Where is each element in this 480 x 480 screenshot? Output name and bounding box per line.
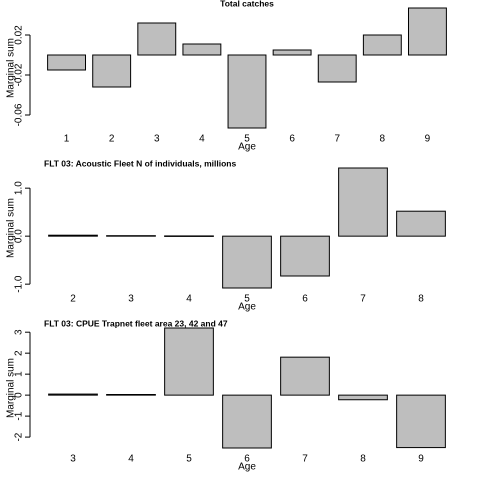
bar <box>280 235 330 277</box>
x-tick-label: 3 <box>154 134 160 145</box>
bar <box>227 54 267 129</box>
x-tick-label: 8 <box>360 454 366 465</box>
bar <box>407 7 447 56</box>
y-tick-label: 0.02 <box>14 25 25 45</box>
x-axis-label: Age <box>238 462 256 473</box>
x-tick-label: 9 <box>418 454 424 465</box>
bar <box>106 394 156 396</box>
x-tick-label: 6 <box>289 134 295 145</box>
bar <box>338 394 388 401</box>
x-tick-label: 7 <box>334 134 340 145</box>
y-axis-label: Marginal sum <box>6 38 17 98</box>
bar <box>338 167 388 237</box>
bar <box>222 394 272 449</box>
y-tick-label: 1 <box>14 371 25 377</box>
x-tick-label: 5 <box>244 134 250 145</box>
y-tick-label: -1 <box>14 411 25 420</box>
x-tick-label: 3 <box>70 454 76 465</box>
y-tick-label: 2 <box>14 350 25 356</box>
bar <box>396 210 446 237</box>
x-axis-label: Age <box>238 142 256 153</box>
bar <box>222 235 272 289</box>
bar <box>48 393 98 396</box>
x-tick-label: 2 <box>70 294 76 305</box>
bar <box>362 34 402 56</box>
y-tick-label: 3 <box>14 329 25 335</box>
x-tick-label: 4 <box>199 134 205 145</box>
bar <box>317 54 357 83</box>
bar <box>164 235 214 237</box>
x-tick-label: 9 <box>425 134 431 145</box>
x-tick-label: 8 <box>380 134 386 145</box>
bar <box>47 54 87 71</box>
x-tick-label: 1 <box>64 134 70 145</box>
x-tick-label: 6 <box>302 294 308 305</box>
chart-title: FLT 03: CPUE Trapnet fleet area 23, 42 a… <box>44 318 228 328</box>
y-axis-label: Marginal sum <box>6 358 17 418</box>
y-axis-label: Marginal sum <box>6 198 17 258</box>
bar <box>137 22 177 56</box>
x-tick-label: 2 <box>109 134 115 145</box>
y-tick-label: -2 <box>14 432 25 441</box>
x-tick-label: 7 <box>360 294 366 305</box>
x-tick-label: 7 <box>302 454 308 465</box>
x-tick-label: 6 <box>244 454 250 465</box>
y-tick-label: -0.06 <box>14 103 25 126</box>
bar <box>396 394 446 449</box>
bar <box>280 356 330 396</box>
y-tick-label: -0.02 <box>14 63 25 86</box>
y-tick-label: 1.0 <box>14 181 25 195</box>
x-tick-label: 5 <box>244 294 250 305</box>
x-tick-label: 4 <box>128 454 134 465</box>
chart-title: Total catches <box>220 0 274 8</box>
x-tick-label: 8 <box>418 294 424 305</box>
bar <box>164 327 214 396</box>
y-tick-label: 0.0 <box>14 229 25 243</box>
y-tick-label: -1.0 <box>14 275 25 293</box>
bar <box>106 235 156 237</box>
bar <box>272 49 312 56</box>
x-tick-label: 5 <box>186 454 192 465</box>
bar <box>182 43 222 56</box>
x-axis-label: Age <box>238 302 256 313</box>
x-tick-label: 4 <box>186 294 192 305</box>
bar <box>92 54 132 88</box>
x-tick-label: 3 <box>128 294 134 305</box>
chart-title: FLT 03: Acoustic Fleet N of individuals,… <box>44 158 236 168</box>
bar <box>48 234 98 237</box>
y-tick-label: 0 <box>14 392 25 398</box>
